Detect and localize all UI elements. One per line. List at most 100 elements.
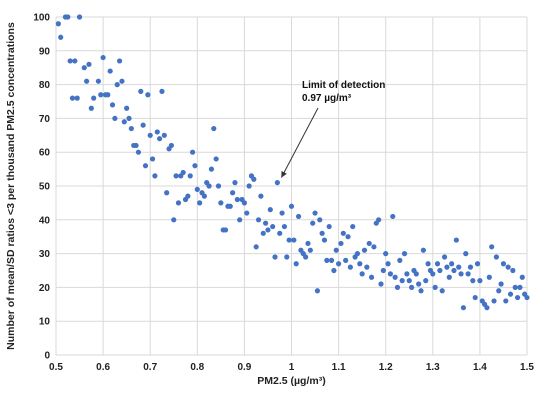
data-point xyxy=(185,193,191,199)
data-point xyxy=(152,173,158,179)
data-point xyxy=(187,173,193,179)
data-point xyxy=(361,247,368,253)
data-point xyxy=(392,274,398,280)
data-point xyxy=(277,230,283,236)
data-point xyxy=(69,95,76,101)
data-point xyxy=(258,193,264,199)
data-point xyxy=(484,305,490,311)
data-point xyxy=(453,237,459,243)
x-tick-label: 1 xyxy=(289,362,295,373)
data-point xyxy=(237,217,243,223)
data-point xyxy=(251,176,257,182)
data-point xyxy=(385,261,391,267)
annotation-title: Limit of detection xyxy=(302,80,385,91)
x-tick-label: 1.5 xyxy=(520,362,534,373)
data-point xyxy=(314,288,321,294)
data-point xyxy=(114,82,120,88)
data-point xyxy=(399,278,405,284)
data-point xyxy=(109,102,116,108)
data-point xyxy=(171,217,177,223)
x-tick-label: 1.3 xyxy=(426,362,440,373)
data-point xyxy=(500,261,507,267)
data-point xyxy=(524,294,530,301)
data-points xyxy=(55,14,530,311)
data-point xyxy=(387,271,394,277)
data-point xyxy=(194,186,200,192)
data-point xyxy=(390,213,396,220)
data-point xyxy=(180,169,186,176)
data-point xyxy=(100,54,106,61)
data-point xyxy=(519,274,525,280)
data-point xyxy=(366,240,372,247)
data-point xyxy=(222,227,229,233)
data-point xyxy=(321,237,328,243)
data-point xyxy=(434,261,441,267)
y-tick-label: 80 xyxy=(39,80,51,91)
data-point xyxy=(279,210,285,216)
data-point xyxy=(128,125,134,132)
data-point xyxy=(517,284,523,290)
data-point xyxy=(359,271,365,277)
data-point xyxy=(498,281,504,287)
data-point xyxy=(380,267,386,274)
y-tick-label: 0 xyxy=(44,351,50,362)
data-point xyxy=(213,156,219,162)
y-axis-label: Number of mean/SD ratios <3 per thousand… xyxy=(5,22,17,350)
data-point xyxy=(439,288,445,294)
data-point xyxy=(255,217,262,223)
data-point xyxy=(154,129,160,135)
data-point xyxy=(86,61,92,67)
data-point xyxy=(333,247,339,253)
data-point xyxy=(192,163,198,169)
data-point xyxy=(55,21,61,27)
data-point xyxy=(157,136,163,142)
data-point xyxy=(189,149,196,155)
data-point xyxy=(72,58,78,64)
data-point xyxy=(319,230,325,236)
annotation-arrow xyxy=(280,107,319,178)
data-point xyxy=(211,125,217,132)
data-point xyxy=(147,132,153,138)
data-point xyxy=(105,92,111,98)
data-point xyxy=(368,274,375,280)
data-point xyxy=(310,220,316,226)
data-point xyxy=(463,251,469,257)
data-point xyxy=(401,251,408,257)
y-tick-label: 30 xyxy=(39,249,51,260)
data-point xyxy=(491,298,497,304)
data-point xyxy=(232,180,238,186)
data-point xyxy=(364,264,370,270)
data-point xyxy=(81,65,87,71)
data-point xyxy=(295,213,302,220)
data-point xyxy=(312,210,318,216)
data-point xyxy=(340,230,346,236)
data-point xyxy=(270,223,276,230)
data-point xyxy=(307,247,313,253)
data-point xyxy=(467,264,474,270)
data-point xyxy=(119,78,125,84)
data-point xyxy=(281,223,288,230)
data-point xyxy=(138,88,144,94)
y-tick-label: 60 xyxy=(39,148,51,159)
data-point xyxy=(208,166,215,172)
data-point xyxy=(126,115,132,121)
data-point xyxy=(383,251,389,257)
data-point xyxy=(458,271,464,277)
y-tick-label: 20 xyxy=(39,283,51,294)
data-point xyxy=(470,278,476,284)
data-point xyxy=(175,200,182,206)
data-point xyxy=(486,274,492,280)
data-point xyxy=(343,257,349,263)
x-tick-label: 1.2 xyxy=(379,362,393,373)
data-point xyxy=(441,254,448,260)
data-point xyxy=(324,257,330,263)
data-point xyxy=(272,254,278,260)
x-axis-label: PM2.5 (µg/m³) xyxy=(257,375,325,387)
data-point xyxy=(253,244,259,250)
data-point xyxy=(230,190,236,196)
data-point xyxy=(425,261,431,267)
data-point xyxy=(437,267,443,274)
data-point xyxy=(65,14,71,20)
data-point xyxy=(477,278,483,284)
data-point xyxy=(493,254,499,260)
